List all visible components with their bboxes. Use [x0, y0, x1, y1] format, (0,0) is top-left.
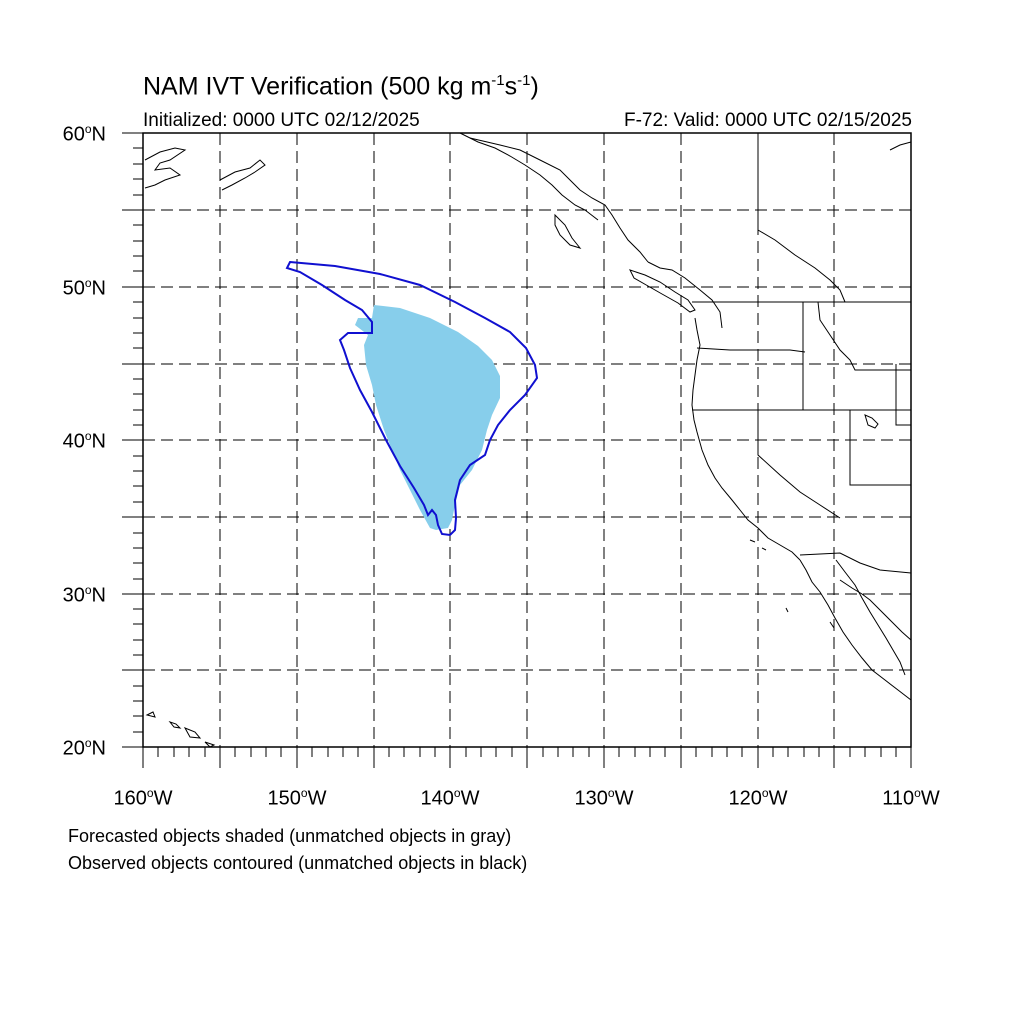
lon-label-160w: 160oW: [113, 786, 173, 810]
forecast-object-shaded: [355, 305, 500, 530]
lat-label-30n: 30oN: [62, 583, 106, 607]
baja-gulf-coast: [835, 559, 906, 676]
baja-west-coast: [799, 559, 912, 701]
vancouver-island: [629, 269, 696, 313]
hawaii-islands: [145, 711, 216, 748]
plot-frame: [142, 132, 912, 748]
bc-alberta-border: [757, 133, 846, 303]
lon-label-150w: 150oW: [267, 786, 327, 810]
left-minor-ticks: [133, 147, 143, 733]
gridlines: [143, 133, 911, 747]
lon-label-130w: 130oW: [574, 786, 634, 810]
footnote-observed: Observed objects contoured (unmatched ob…: [68, 853, 528, 873]
observed-object-contour: [285, 260, 539, 537]
initialized-time: Initialized: 0000 UTC 02/12/2025: [143, 110, 420, 131]
alaska-southwest-coast: [144, 147, 187, 189]
alaska-kenai-coast: [219, 159, 266, 191]
valid-time: F-72: Valid: 0000 UTC 02/15/2025: [624, 110, 912, 131]
bottom-minor-ticks: [157, 747, 897, 757]
montana-border: [817, 301, 911, 371]
lon-label-140w: 140oW: [420, 786, 480, 810]
mexico-mainland-coast: [839, 579, 912, 641]
wyoming-border: [895, 364, 911, 426]
us-mexico-border: [799, 552, 912, 574]
alaska-gulf-coast: [459, 132, 599, 221]
lon-label-110w: 110oW: [882, 786, 940, 810]
canada-north-coast: [889, 141, 912, 151]
lat-label-20n: 20oN: [62, 736, 106, 760]
left-major-ticks: [122, 132, 143, 748]
bc-islands: [554, 213, 582, 249]
map-title: NAM IVT Verification (500 kg m-1s-1): [143, 72, 539, 101]
great-salt-lake: [864, 414, 879, 429]
us-west-coast: [691, 317, 801, 561]
lon-label-120w: 120oW: [728, 786, 788, 810]
bottom-major-ticks: [142, 747, 912, 768]
tick-marks: [122, 132, 912, 768]
nv-az-border: [849, 410, 911, 486]
lat-label-50n: 50oN: [62, 276, 106, 300]
coastlines-and-borders: [144, 132, 912, 748]
lat-label-60n: 60oN: [62, 122, 106, 146]
alaska-panhandle-coast: [469, 137, 649, 263]
footnote-forecast: Forecasted objects shaded (unmatched obj…: [68, 826, 512, 846]
ca-nv-border: [757, 410, 841, 519]
bc-coast: [647, 261, 723, 329]
lat-label-40n: 40oN: [62, 429, 106, 453]
channel-islands: [749, 539, 835, 629]
wa-or-border: [696, 347, 806, 353]
